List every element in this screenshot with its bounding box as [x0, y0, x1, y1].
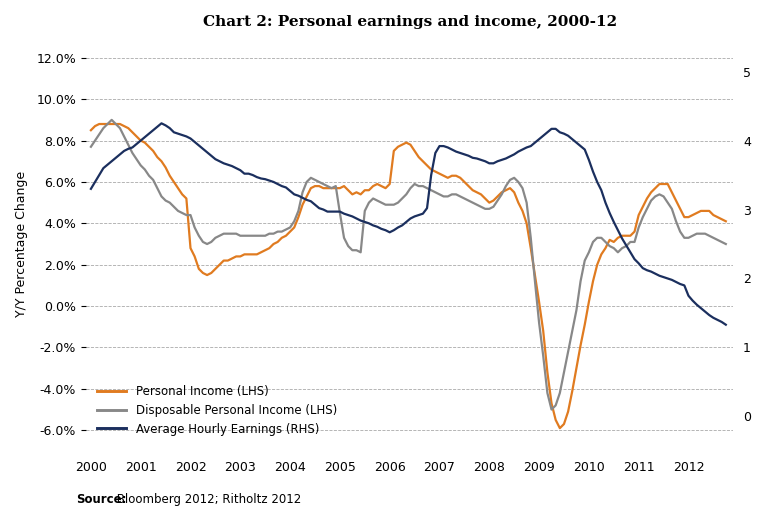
Legend: Personal Income (LHS), Disposable Personal Income (LHS), Average Hourly Earnings: Personal Income (LHS), Disposable Person…	[92, 381, 342, 441]
Y-axis label: Y/Y Percentage Change: Y/Y Percentage Change	[15, 171, 28, 317]
Text: Source:: Source:	[77, 493, 127, 506]
Text: Bloomberg 2012; Ritholtz 2012: Bloomberg 2012; Ritholtz 2012	[113, 493, 302, 506]
Title: Chart 2: Personal earnings and income, 2000-12: Chart 2: Personal earnings and income, 2…	[202, 15, 617, 29]
